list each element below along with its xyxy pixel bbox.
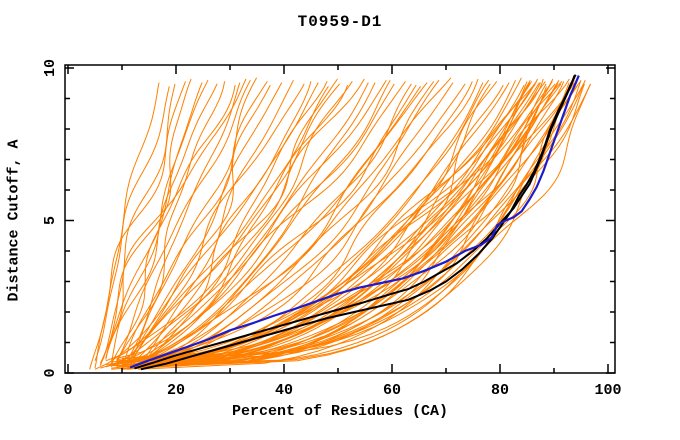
x-tick-label: 0 <box>63 382 72 399</box>
ensemble-curve <box>99 78 247 366</box>
x-tick-label: 40 <box>275 382 293 399</box>
highlighted-model-black-2 <box>140 74 577 371</box>
ensemble-curve <box>116 79 251 362</box>
ensemble-curve <box>111 84 591 367</box>
ensemble-curve <box>121 82 376 364</box>
ensemble-curve <box>154 81 546 363</box>
ensemble-curve <box>121 82 241 370</box>
ensemble-curve <box>127 81 528 369</box>
ensemble-curve <box>143 81 563 369</box>
ensemble-curve <box>127 86 547 362</box>
ensemble-curve <box>138 79 391 368</box>
x-tick-label: 100 <box>594 382 621 399</box>
ensemble-curve <box>116 77 452 365</box>
ensemble-curve <box>121 81 268 369</box>
ensemble-curve <box>148 82 559 364</box>
ensemble-curve <box>121 78 539 367</box>
ensemble-curve <box>116 83 340 365</box>
ensemble-curve <box>105 79 387 368</box>
x-axis-title: Percent of Residues (CA) <box>231 403 449 420</box>
ensemble-curve <box>154 83 592 359</box>
ensemble-curve <box>89 82 160 370</box>
plot-frame <box>64 64 616 374</box>
ensemble-curve <box>116 81 533 363</box>
ensemble-curve <box>148 83 412 359</box>
ensemble-curve <box>94 81 186 369</box>
ensemble-curve <box>127 81 406 363</box>
y-tick-label: 10 <box>42 59 59 77</box>
ensemble-curve <box>127 78 338 367</box>
ensemble-curve <box>116 78 479 361</box>
ensemble-curve <box>143 81 312 363</box>
curves-layer <box>89 74 592 371</box>
ensemble-curve <box>110 85 236 366</box>
highlighted-model-blue <box>129 75 580 369</box>
y-tick-label: 5 <box>42 216 59 225</box>
x-tick-label: 80 <box>491 382 509 399</box>
ensemble-curve <box>121 77 576 365</box>
ensemble-curve <box>132 86 422 362</box>
chart-title: T0959-D1 <box>297 13 383 31</box>
ensemble-curve <box>143 81 435 363</box>
ensemble-curve <box>132 84 525 361</box>
ensemble-curve <box>132 83 305 359</box>
ensemble-curve <box>121 83 562 359</box>
ensemble-curve <box>127 81 565 363</box>
x-tick-label: 60 <box>383 382 401 399</box>
ensemble-curve <box>116 79 516 362</box>
ensemble-curve <box>110 78 365 361</box>
y-tick-label: 0 <box>42 368 59 377</box>
y-axis-title: Distance Cutoff, A <box>5 139 23 302</box>
ensemble-curve <box>116 78 544 367</box>
ensemble-curve <box>116 81 226 363</box>
ensemble-curve <box>143 84 349 361</box>
ensemble-curve <box>132 82 369 364</box>
ensemble-curve <box>132 84 271 360</box>
ensemble-curve <box>137 81 328 369</box>
ensemble-curve <box>121 82 428 370</box>
ensemble-curve <box>127 79 490 368</box>
ensemble-curve <box>137 79 294 368</box>
ensemble-curve <box>121 83 585 359</box>
ensemble-curve <box>138 82 570 370</box>
ensemble-curve <box>105 86 329 362</box>
ensemble-curve <box>105 83 218 359</box>
ensemble-curve <box>99 83 176 365</box>
ensemble-curve <box>116 79 560 368</box>
ensemble-curve <box>127 82 540 370</box>
ensemble-curve <box>94 86 170 361</box>
ensemble-curve <box>126 82 283 364</box>
ensemble-curve <box>138 81 498 363</box>
ensemble-curve <box>126 77 258 365</box>
ensemble-curve <box>132 84 579 361</box>
x-tick-label: 20 <box>167 382 185 399</box>
ensemble-curve <box>99 82 203 364</box>
